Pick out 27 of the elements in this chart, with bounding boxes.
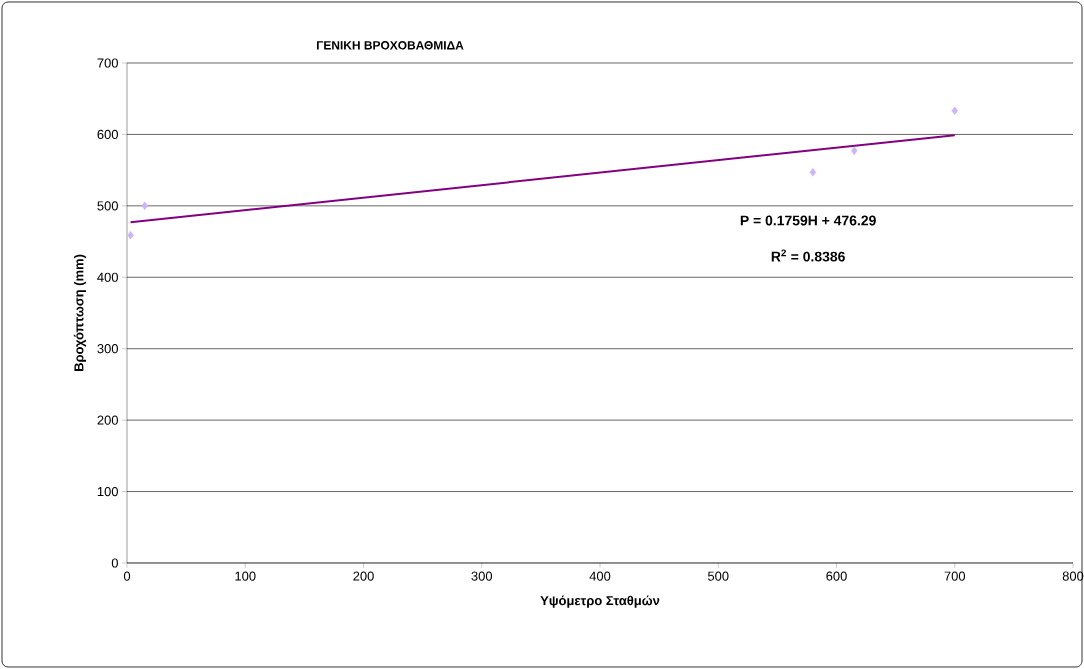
x-tick-label: 200	[353, 571, 374, 581]
point	[951, 106, 958, 116]
x-tick-label: 700	[944, 571, 966, 581]
annotation: P = 0.1759H + 476.29	[740, 215, 876, 226]
x-axis-title: Υψόμετρο Σταθμών	[540, 595, 660, 608]
y-tick-label: 600	[97, 129, 118, 139]
y-tick-label: 400	[97, 272, 118, 282]
y-tick-label: 200	[97, 415, 118, 425]
x-tick-label: 400	[589, 571, 611, 581]
point	[851, 146, 858, 156]
x-tick-label: 0	[123, 571, 131, 581]
y-tick-label: 300	[97, 344, 118, 354]
point	[127, 230, 134, 240]
y-tick-label: 0	[111, 558, 118, 568]
x-tick-label: 500	[707, 571, 729, 581]
chart-title: ΓΕΝΙΚΗ ΒΡΟΧΟΒΑΘΜΙΔΑ	[316, 41, 464, 50]
point	[809, 168, 817, 177]
y-tick-label: 700	[97, 58, 118, 68]
x-tick-label: 100	[235, 571, 256, 581]
x-tick-label: 800	[1062, 571, 1084, 581]
x-tick-label: 300	[471, 571, 493, 581]
point	[141, 201, 148, 211]
x-tick-label: 600	[826, 571, 847, 581]
y-axis-title: Βροχόπτωση (mm)	[73, 254, 87, 371]
annotation: R$^{2}$ = 0.8386	[771, 249, 845, 262]
y-tick-label: 500	[97, 201, 118, 211]
y-tick-label: 100	[97, 486, 118, 497]
